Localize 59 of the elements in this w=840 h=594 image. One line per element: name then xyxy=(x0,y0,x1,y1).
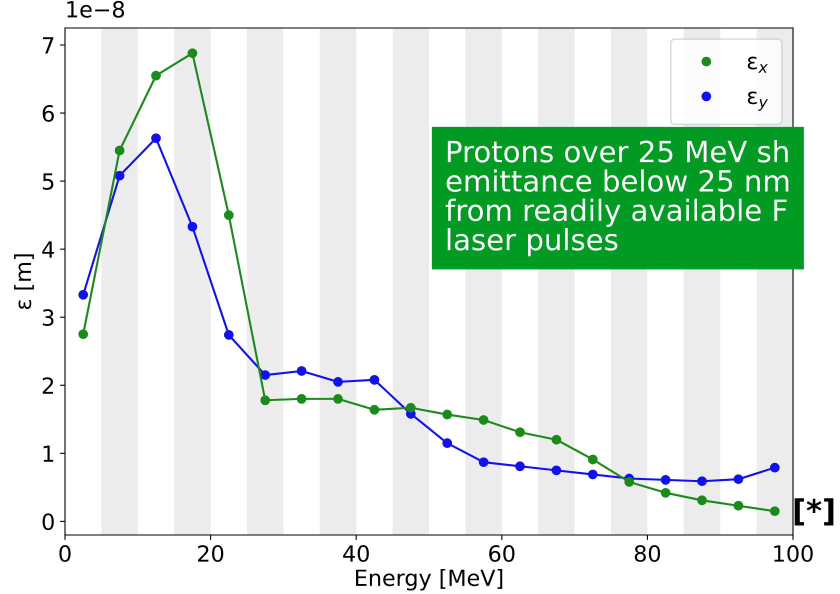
point xyxy=(552,434,562,445)
point xyxy=(114,170,124,181)
point xyxy=(406,402,416,413)
x-tick-label: 20 xyxy=(198,545,224,562)
y-tick-label: 3 xyxy=(42,309,54,326)
point xyxy=(478,457,488,468)
y-tick-label: 6 xyxy=(42,105,54,122)
point xyxy=(114,146,124,156)
point xyxy=(515,427,525,438)
point xyxy=(78,290,88,300)
point xyxy=(260,370,270,380)
point xyxy=(188,222,198,232)
x-tick-label: 0 xyxy=(59,545,71,562)
y-tick-label: 5 xyxy=(42,173,54,190)
y-tick-label: 1 xyxy=(44,446,54,462)
point xyxy=(260,395,270,406)
point xyxy=(370,374,380,385)
text: [*] xyxy=(794,498,834,526)
point xyxy=(151,133,161,144)
point xyxy=(624,477,634,487)
x-tick-label: 80 xyxy=(634,545,660,562)
point xyxy=(734,500,744,511)
legend-label: ε$_{x}$ xyxy=(748,56,768,73)
point xyxy=(588,454,598,464)
point xyxy=(660,488,670,498)
point xyxy=(333,377,343,387)
point xyxy=(697,495,707,506)
point xyxy=(734,474,744,484)
point xyxy=(442,410,452,420)
point xyxy=(442,438,452,448)
point xyxy=(552,465,562,476)
point xyxy=(515,461,525,472)
x-tick-label: 40 xyxy=(343,545,369,562)
y-tick-label: 4 xyxy=(42,241,54,258)
y-tick-label: 7 xyxy=(42,37,54,54)
point xyxy=(151,70,161,80)
y-axis-title: ε [m] xyxy=(14,254,34,310)
text: 1e−8 xyxy=(67,0,124,18)
point xyxy=(296,366,306,376)
point xyxy=(478,415,488,425)
legend-label: ε$_{y}$ xyxy=(748,92,768,111)
point xyxy=(770,506,780,516)
point xyxy=(770,462,780,472)
y-tick-label: 0 xyxy=(42,513,54,530)
point xyxy=(333,394,343,404)
x-axis-title: Energy [MeV] xyxy=(356,569,502,591)
point xyxy=(224,330,234,340)
annotation: Protons over 25 MeV sh emittance below 25 nm from readily available F laser pulses xyxy=(446,140,788,256)
x-tick-label: 100 xyxy=(774,545,813,562)
point xyxy=(660,475,670,485)
point xyxy=(296,394,306,404)
point xyxy=(697,476,707,486)
y-tick-label: 2 xyxy=(42,377,54,394)
x-tick-label: 60 xyxy=(489,545,514,562)
point xyxy=(588,470,598,480)
point xyxy=(78,329,88,340)
point xyxy=(370,404,380,415)
point xyxy=(188,48,198,58)
point xyxy=(224,210,234,220)
